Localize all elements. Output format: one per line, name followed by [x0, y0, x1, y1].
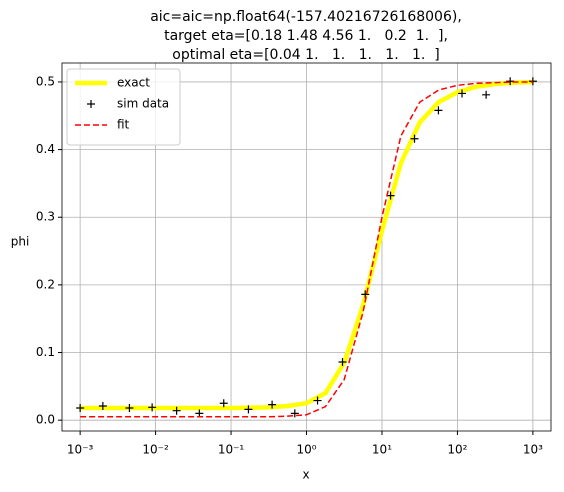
data-point — [125, 404, 134, 412]
x-tick-label: 10³ — [523, 443, 543, 457]
data-point — [172, 406, 181, 415]
chart-title: aic=aic=np.float64(-157.40216726168006), — [150, 9, 462, 25]
series-line — [80, 79, 533, 411]
data-point — [244, 405, 253, 414]
chart-title: target eta=[0.18 1.48 4.56 1. 0.2 1. ], — [164, 28, 448, 44]
data-point — [290, 409, 299, 418]
legend-box — [66, 68, 181, 146]
x-tick-label: 10⁻¹ — [218, 443, 245, 457]
y-tick-label: 0.3 — [36, 210, 55, 224]
x-tick-label: 10² — [447, 443, 467, 457]
data-point — [434, 106, 443, 115]
data-point — [98, 401, 107, 410]
legend-label: fit — [117, 118, 130, 132]
data-point — [219, 399, 228, 408]
y-tick-label: 0.4 — [36, 142, 55, 156]
plot-frame — [61, 62, 552, 432]
y-tick-label: 0.1 — [36, 345, 55, 359]
data-point — [148, 403, 157, 412]
data-point — [76, 404, 85, 412]
data-point — [458, 89, 467, 98]
y-axis-label: phi — [11, 235, 30, 249]
data-point — [338, 358, 347, 366]
x-tick-label: 10¹ — [372, 443, 392, 457]
data-point — [361, 290, 370, 299]
data-point — [313, 396, 322, 405]
data-point — [268, 400, 277, 409]
data-point — [482, 90, 491, 99]
data-point — [386, 191, 395, 200]
chart-title: optimal eta=[0.04 1. 1. 1. 1. 1. ] — [172, 47, 439, 63]
y-tick-label: 0.5 — [36, 74, 55, 88]
x-axis-label: x — [302, 468, 309, 482]
legend-label: exact — [117, 76, 150, 90]
legend-marker — [87, 100, 95, 108]
data-point — [410, 134, 419, 143]
x-tick-label: 10⁻³ — [67, 443, 94, 457]
y-tick-label: 0.2 — [36, 277, 55, 291]
series-line — [80, 81, 533, 418]
x-tick-label: 10⁻² — [142, 443, 169, 457]
legend-label: sim data — [117, 97, 169, 111]
y-tick-label: 0.0 — [36, 413, 55, 427]
x-tick-label: 10⁰ — [296, 443, 316, 457]
